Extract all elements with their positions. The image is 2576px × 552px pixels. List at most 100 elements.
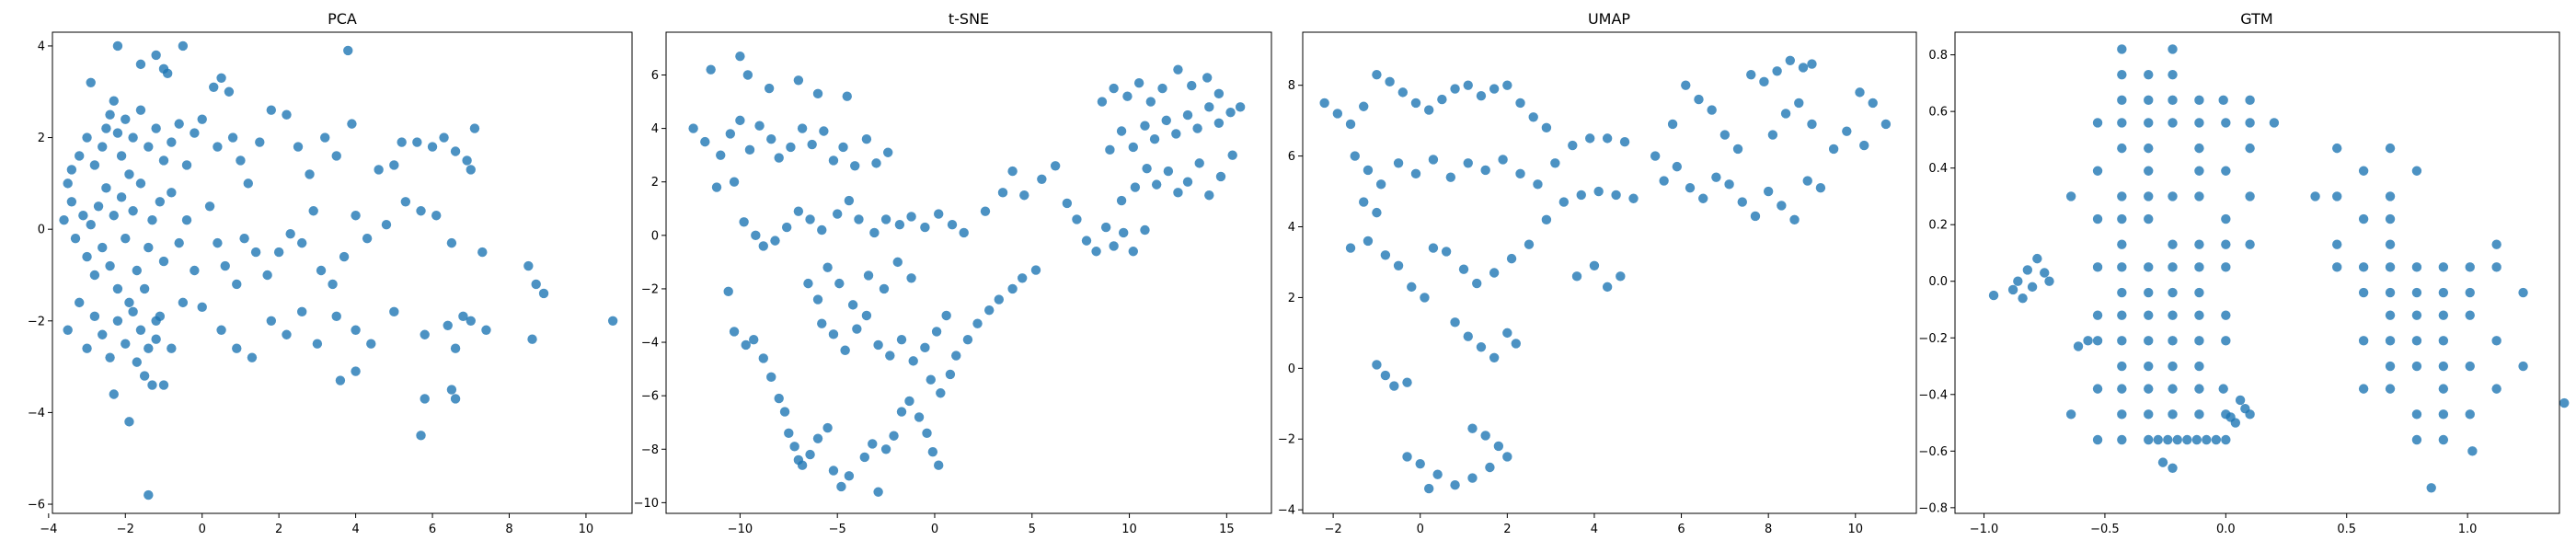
panel-umap: UMAP −2 0 2 4 6 8 10 −4 −2 0 2 4 6 8: [1278, 10, 1917, 536]
y-tick-label-gtm: −0.8: [1918, 501, 1948, 515]
data-point-gtm: [2385, 213, 2396, 224]
data-point-gtm: [2332, 191, 2342, 201]
data-point-pca: [466, 316, 476, 326]
data-point-gtm: [2144, 361, 2154, 372]
data-point-pca: [98, 142, 108, 152]
data-point-umap: [1524, 239, 1535, 249]
axes-frame-tsne: [665, 31, 1272, 514]
data-point-tsne: [896, 334, 907, 345]
data-point-gtm: [2245, 239, 2255, 249]
y-tick-label-gtm: 0.2: [1928, 219, 1948, 233]
data-point-pca: [112, 283, 123, 294]
data-point-umap: [1533, 179, 1543, 190]
data-point-tsne: [758, 241, 768, 251]
data-point-umap: [1345, 119, 1356, 130]
data-point-tsne: [840, 345, 850, 355]
data-point-umap: [1785, 55, 1796, 65]
data-point-gtm: [2117, 434, 2127, 445]
data-point-pca: [124, 417, 134, 427]
data-point-pca: [112, 316, 123, 326]
data-point-umap: [1589, 260, 1600, 271]
data-point-gtm: [2092, 384, 2103, 394]
data-point-gtm: [2194, 409, 2204, 420]
data-point-pca: [112, 128, 123, 138]
data-point-pca: [75, 297, 85, 308]
data-point-pca: [78, 211, 88, 221]
data-point-umap: [1719, 130, 1731, 140]
data-point-pca: [101, 183, 111, 193]
data-point-umap: [1672, 161, 1683, 172]
data-point-umap: [1372, 207, 1382, 218]
data-point-tsne: [1225, 107, 1236, 118]
data-point-gtm: [2491, 336, 2501, 346]
data-point-umap: [1502, 452, 1512, 462]
data-point-pca: [320, 132, 330, 143]
data-point-gtm: [2032, 253, 2042, 264]
data-point-pca: [162, 68, 173, 79]
data-point-umap: [1528, 112, 1538, 122]
data-point-gtm: [2168, 361, 2178, 372]
data-point-pca: [232, 343, 242, 353]
data-point-gtm: [2194, 262, 2204, 272]
data-point-gtm: [2022, 265, 2033, 275]
data-point-pca: [204, 201, 215, 212]
data-point-tsne: [822, 422, 833, 433]
data-point-pca: [416, 206, 426, 216]
data-point-pca: [450, 394, 461, 404]
data-point-umap: [1498, 155, 1508, 165]
data-point-gtm: [2411, 310, 2422, 320]
data-point-umap: [1410, 98, 1421, 109]
data-point-pca: [381, 220, 392, 230]
x-tick-label-pca: 2: [275, 523, 282, 536]
data-point-umap: [1602, 282, 1613, 293]
data-point-pca: [266, 316, 277, 326]
x-tick-label-umap: 0: [1417, 523, 1424, 536]
data-point-tsne: [852, 324, 862, 334]
data-point-umap: [1794, 98, 1804, 109]
data-point-umap: [1515, 98, 1525, 109]
data-point-gtm: [2092, 118, 2103, 128]
data-point-gtm: [2144, 310, 2154, 320]
data-point-gtm: [2144, 213, 2154, 224]
data-point-umap: [1380, 250, 1391, 260]
data-point-tsne: [729, 327, 740, 337]
data-point-pca: [124, 297, 134, 308]
data-point-tsne: [793, 206, 804, 216]
data-point-gtm: [2182, 434, 2192, 445]
data-point-umap: [1759, 76, 1769, 87]
data-point-gtm: [2144, 166, 2154, 176]
panel-pca: PCA −4 −2 0 2 4 6 8 10 −6 −4 −2 0 2 4: [28, 10, 633, 536]
data-point-pca: [155, 311, 166, 322]
data-point-tsne: [725, 129, 736, 139]
data-point-tsne: [741, 339, 751, 351]
data-point-pca: [250, 247, 261, 258]
ticks-gtm: −1.0 −0.5 0.0 0.5 1.0 −0.8 −0.6 −0.4 −0.2 0.0 0.2 0…: [1918, 49, 2477, 536]
data-point-pca: [389, 306, 399, 317]
data-point-gtm: [2465, 409, 2475, 420]
data-point-tsne: [873, 487, 883, 497]
x-tick-label-gtm: 1.0: [2458, 523, 2478, 536]
data-point-pca: [116, 151, 127, 161]
data-point-pca: [224, 86, 235, 97]
data-point-pca: [98, 329, 108, 339]
y-tick-label-gtm: −0.6: [1918, 445, 1948, 459]
data-point-pca: [105, 260, 115, 271]
data-point-tsne: [729, 177, 740, 187]
data-point-pca: [328, 279, 338, 290]
data-point-gtm: [2168, 409, 2178, 420]
data-point-tsne: [1119, 227, 1129, 238]
data-point-umap: [1467, 423, 1478, 433]
data-point-tsne: [892, 257, 903, 268]
data-point-gtm: [2144, 143, 2154, 154]
data-point-pca: [351, 325, 361, 335]
data-point-gtm: [2465, 262, 2475, 272]
data-point-gtm: [2221, 239, 2231, 249]
data-point-gtm: [2221, 434, 2231, 445]
data-point-umap: [1789, 214, 1800, 225]
data-point-gtm: [2221, 262, 2231, 272]
data-point-gtm: [2240, 403, 2250, 414]
data-point-pca: [158, 380, 169, 390]
data-point-pca: [158, 256, 169, 267]
data-point-tsne: [822, 262, 833, 272]
data-point-pca: [151, 50, 161, 61]
